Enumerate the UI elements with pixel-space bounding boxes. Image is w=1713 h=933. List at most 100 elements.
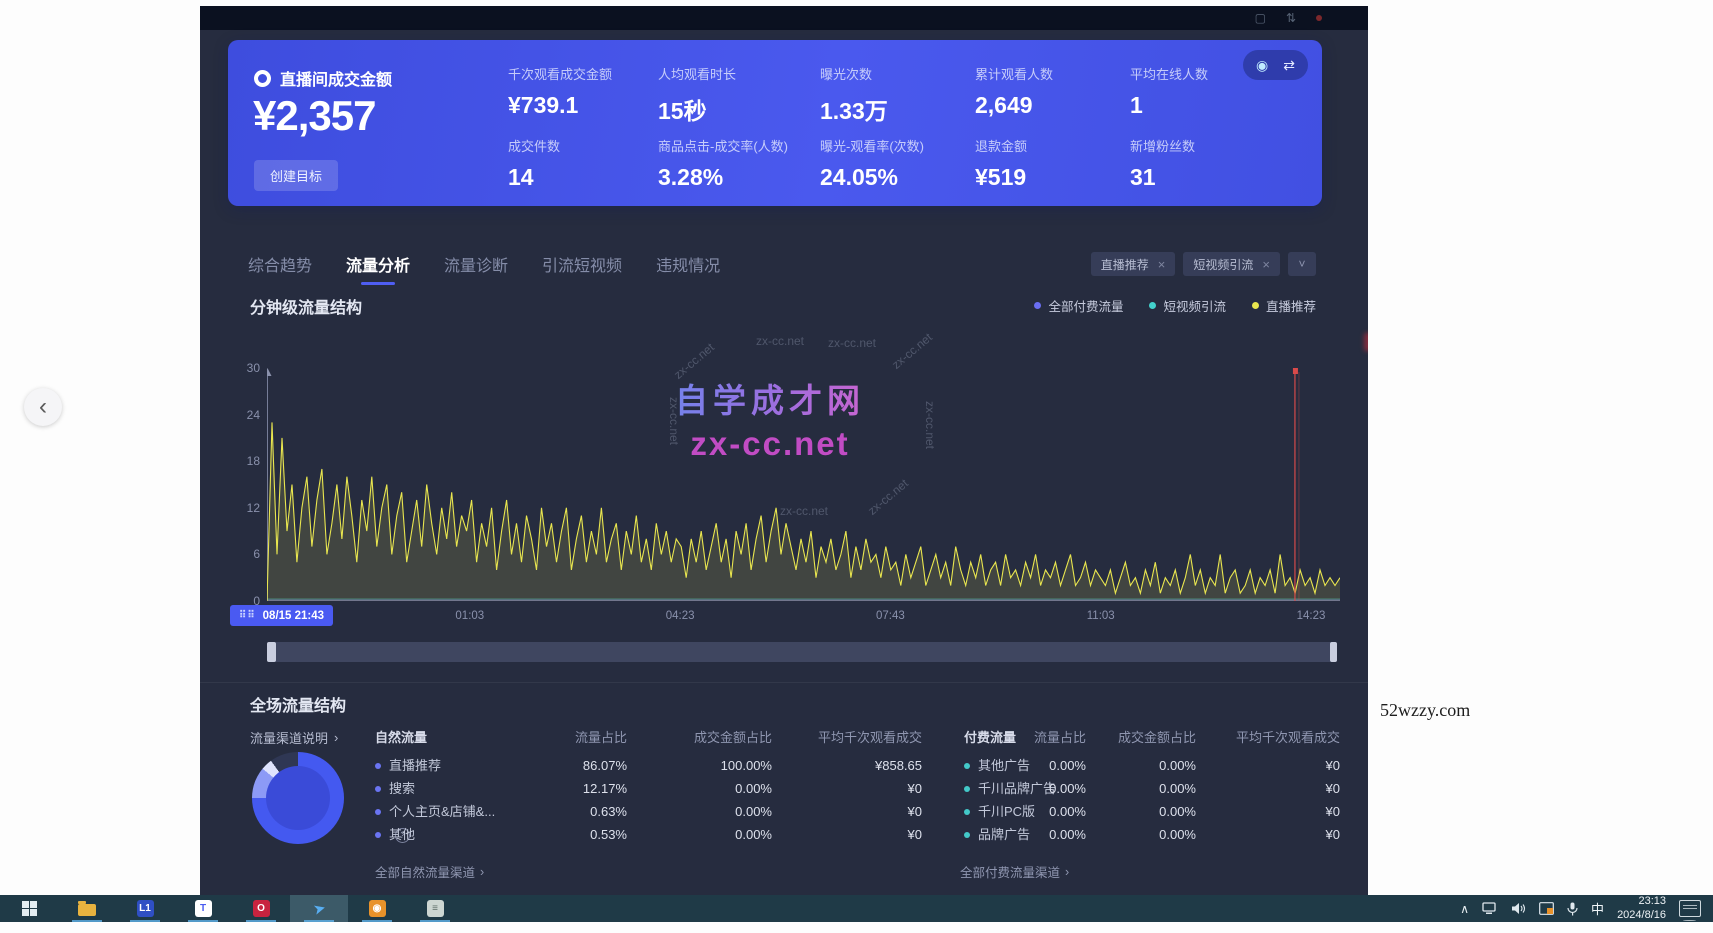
table-cell: 0.00%	[1159, 804, 1196, 819]
kpi-metric-value: 2,649	[975, 92, 1033, 118]
kpi-metric-label: 累计观看人数	[975, 67, 1054, 82]
tab-3[interactable]: 引流短视频	[542, 258, 623, 275]
table-header-cell: 自然流量	[375, 730, 428, 745]
card-actions: ◉ ⇄	[1243, 50, 1308, 80]
kpi-metric: 退款金额 ¥519	[975, 136, 1027, 191]
volume-icon[interactable]	[1511, 902, 1526, 915]
app-o[interactable]: O	[232, 895, 290, 922]
table-cell: 0.53%	[590, 827, 627, 842]
legend-label: 短视频引流	[1163, 300, 1226, 314]
app-l1[interactable]: L1	[116, 895, 174, 922]
chevron-right-icon: ›	[334, 730, 339, 745]
scrollbar-handle-right[interactable]	[1330, 642, 1337, 662]
traffic-section-title: 全场流量结构	[250, 698, 347, 715]
channel-name: 个人主页&店铺&...	[389, 804, 496, 819]
tab-0[interactable]: 综合趋势	[248, 258, 313, 275]
kpi-metric: 人均观看时长 15秒	[658, 64, 736, 126]
kpi-title-row: 直播间成交金额	[254, 66, 392, 90]
channel-name: 其他	[389, 827, 416, 842]
app-t-icon: T	[194, 900, 212, 917]
tab-2[interactable]: 流量诊断	[444, 258, 509, 275]
y-axis-tick: 24	[246, 407, 260, 422]
table-cell: ¥0	[1325, 781, 1340, 796]
legend-item-0[interactable]: 全部付费流量	[1034, 296, 1123, 315]
filter-tag-0[interactable]: 直播推荐 ×	[1090, 252, 1176, 276]
kpi-metric-value: 24.05%	[820, 164, 899, 190]
filter-dropdown[interactable]: ˅	[1288, 252, 1316, 276]
kpi-metric-value: ¥519	[975, 164, 1027, 190]
chart-plot[interactable]	[263, 368, 1341, 602]
chart-scrollbar[interactable]	[267, 642, 1337, 662]
screenshot-tool-icon[interactable]	[1539, 902, 1554, 915]
x-axis-tick: 04:23	[665, 610, 695, 622]
file-explorer[interactable]	[58, 895, 116, 922]
table-row: 其他广告 0.00% 0.00% ¥0	[958, 754, 1348, 777]
ime-indicator[interactable]: 中	[1591, 902, 1605, 917]
table-cell: 0.63%	[590, 804, 627, 819]
filter-tag-1[interactable]: 短视频引流 ×	[1183, 252, 1280, 276]
time-range-start-chip[interactable]: ⠿⠿ 08/15 21:43	[230, 605, 334, 626]
kpi-metric-value: 31	[1130, 164, 1156, 190]
table-row: 搜索 12.17% 0.00% ¥0	[367, 777, 927, 800]
chart-legend: 全部付费流量 短视频引流 直播推荐	[1034, 296, 1316, 315]
row-label: 搜索	[375, 777, 415, 800]
taskbar-apps: L1 T O ➤ ◉ ≡	[58, 895, 464, 922]
tab-1[interactable]: 流量分析	[346, 252, 410, 285]
channel-info-link[interactable]: 流量渠道说明 ›	[250, 728, 338, 747]
legend-item-1[interactable]: 短视频引流	[1149, 296, 1226, 315]
tab-4[interactable]: 违规情况	[656, 258, 721, 275]
create-goal-button[interactable]: 创建目标	[254, 160, 339, 191]
scrollbar-handle-left[interactable]	[267, 642, 276, 662]
all-natural-channels-link[interactable]: 全部自然流量渠道 ›	[375, 862, 484, 881]
app-t[interactable]: T	[174, 895, 232, 922]
y-axis-tick: 30	[246, 361, 260, 375]
scatter-watermark: zx-cc.net	[889, 330, 935, 372]
channel-name: 其他广告	[978, 758, 1031, 773]
close-icon[interactable]: ×	[1157, 256, 1166, 272]
app-camera[interactable]: ◉	[348, 895, 406, 922]
tray-expand-icon[interactable]: ∧	[1460, 901, 1470, 916]
info-icon[interactable]: ?	[395, 828, 410, 843]
kpi-metric-value: ¥739.1	[508, 92, 579, 118]
channel-name: 搜索	[389, 781, 416, 796]
row-label: 千川PC版	[964, 800, 1035, 823]
start-button[interactable]	[0, 895, 58, 922]
table-cell: 100.00%	[720, 758, 772, 773]
table-cell: 0.00%	[1049, 827, 1086, 842]
table-cell: ¥0	[907, 781, 922, 796]
back-button[interactable]: ‹	[24, 388, 62, 426]
app-o-icon: O	[252, 900, 270, 917]
kpi-metric-label: 成交件数	[508, 139, 561, 154]
kpi-metric-label: 新增粉丝数	[1130, 139, 1196, 154]
dashboard-window: ▢ ⇅ 直播间成交金额 ¥2,357 创建目标 千次观看成交金额 ¥739.1 人均…	[200, 6, 1368, 895]
titlebar-sync-icon[interactable]: ⇅	[1285, 11, 1296, 25]
titlebar-cast-icon[interactable]: ▢	[1254, 11, 1266, 25]
channel-name: 品牌广告	[978, 827, 1031, 842]
kpi-metric-value: 1	[1130, 92, 1143, 118]
series-line-2	[266, 422, 1341, 602]
legend-item-2[interactable]: 直播推荐	[1251, 296, 1316, 315]
table-header-cell: 平均千次观看成交	[817, 730, 922, 745]
y-axis-tick: 6	[253, 547, 260, 562]
table-row: 品牌广告 0.00% 0.00% ¥0	[958, 823, 1348, 846]
taskbar: L1 T O ➤ ◉ ≡ ∧ 中 23:13 2024/8/16 3	[0, 895, 1713, 931]
close-icon[interactable]: ×	[1262, 256, 1270, 272]
network-icon[interactable]	[1482, 902, 1498, 915]
site-watermark: 52wzzy.com	[1380, 700, 1471, 720]
badge-icon[interactable]: ◉	[1256, 56, 1269, 73]
legend-dot-icon	[1251, 302, 1259, 309]
app-notes[interactable]: ≡	[406, 895, 464, 922]
natural-traffic-table: 自然流量 流量占比 成交金额占比 平均千次观看成交 直播推荐 86.07% 100.00% ¥…	[367, 724, 927, 846]
microphone-icon[interactable]	[1567, 902, 1578, 916]
x-axis-tick: 07:43	[876, 610, 905, 622]
app-cursor[interactable]: ➤	[290, 895, 348, 922]
swap-icon[interactable]: ⇄	[1283, 56, 1295, 73]
table-row: 其他? 0.53% 0.00% ¥0	[367, 823, 927, 846]
row-label: 品牌广告	[964, 823, 1030, 846]
notification-center-icon[interactable]: 3	[1679, 900, 1701, 931]
x-axis-tick: 01:03	[455, 610, 485, 622]
table-cell: ¥0	[1325, 804, 1340, 819]
all-paid-channels-link[interactable]: 全部付费流量渠道 ›	[960, 862, 1069, 881]
clock[interactable]: 23:13 2024/8/16	[1617, 895, 1666, 921]
table-header-row: 付费流量 流量占比 成交金额占比 平均千次观看成交	[958, 724, 1348, 751]
